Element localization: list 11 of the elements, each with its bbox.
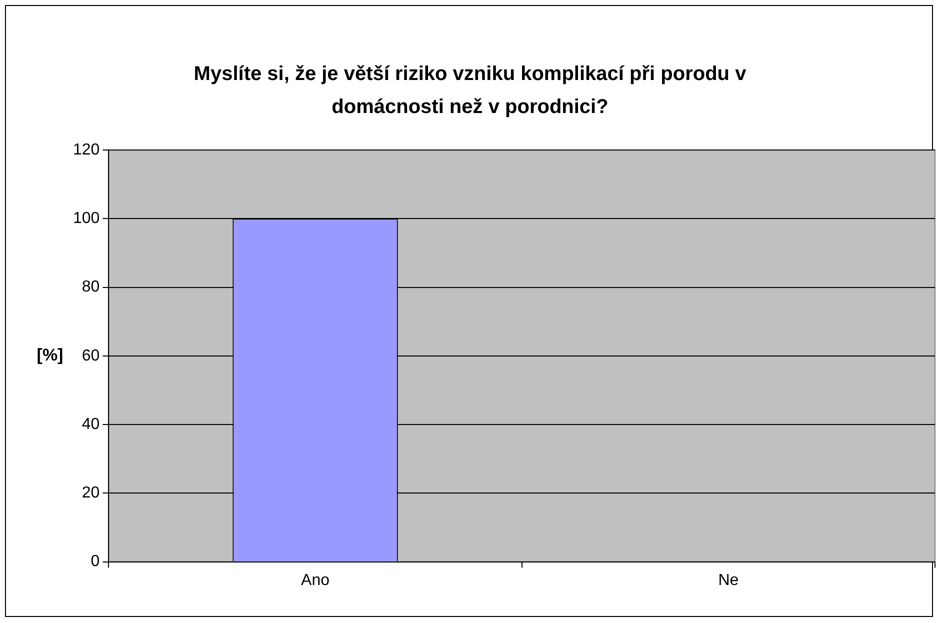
y-tick-label: 20 — [82, 484, 100, 502]
y-tick-label: 60 — [82, 347, 100, 364]
y-tick-label: 80 — [82, 278, 100, 296]
y-tick-label: 0 — [90, 553, 100, 570]
x-tick-label: Ne — [718, 572, 739, 589]
y-tick-label: 120 — [72, 141, 100, 158]
x-tick-label: Ano — [301, 572, 330, 589]
y-axis-title: [%] — [36, 346, 64, 365]
y-tick-label: 100 — [72, 210, 100, 228]
y-tick-label: 40 — [82, 416, 100, 433]
chart-title: Myslíte si, že je větší riziko vzniku komplikací při porodu v domácnosti než v porodnici? — [192, 62, 748, 120]
